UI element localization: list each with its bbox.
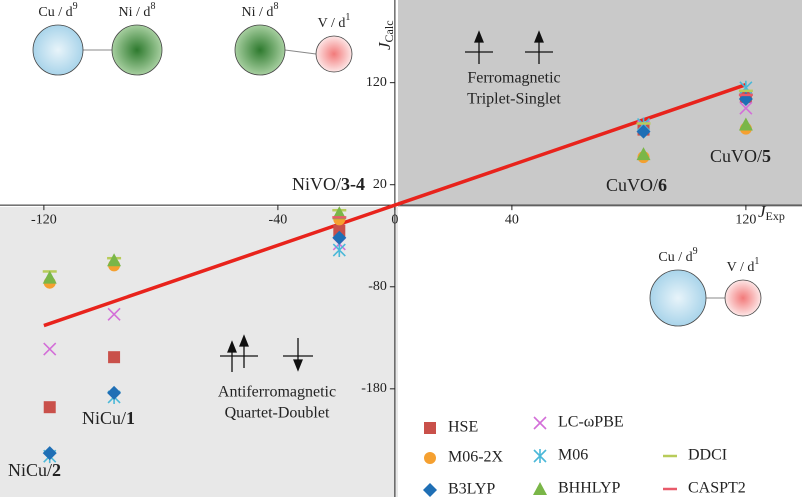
- region-label: Antiferromagnetic: [218, 384, 336, 401]
- legend-label: M06: [558, 447, 588, 464]
- orbital-element: Cu / d: [658, 250, 692, 265]
- region-label: Quartet-Doublet: [225, 405, 330, 422]
- x-tick-label: 40: [505, 212, 519, 227]
- orbital-element: V / d: [727, 260, 755, 275]
- compound-number: 2: [52, 460, 61, 480]
- marker-x: [534, 417, 546, 429]
- orbital-inset: Ni / d8 V / d1: [235, 1, 352, 75]
- orbital-label: V / d1: [727, 256, 760, 275]
- legend-label: M06-2X: [448, 449, 504, 466]
- marker-circle: [424, 452, 436, 464]
- orbital-label: V / d1: [318, 12, 351, 31]
- compound-label: NiCu/2: [8, 460, 61, 480]
- x-tick-label: 120: [735, 212, 756, 227]
- compound-label: CuVO/5: [710, 146, 771, 166]
- orbital: [725, 280, 761, 316]
- legend-label: B3LYP: [448, 481, 495, 497]
- legend-label: BHHLYP: [558, 480, 621, 497]
- orbital-electrons: 8: [273, 1, 278, 12]
- compound-number: 5: [762, 146, 771, 166]
- compound-label: NiVO/3-4: [292, 174, 365, 194]
- orbital-electrons: 9: [693, 246, 698, 257]
- compound-number: 6: [658, 175, 667, 195]
- compound-label: NiCu/1: [82, 408, 135, 428]
- orbital: [112, 25, 162, 75]
- x-tick-label: -40: [269, 212, 288, 227]
- legend-label: CASPT2: [688, 480, 746, 497]
- bond: [285, 50, 316, 54]
- compound-name: NiCu/: [82, 408, 126, 428]
- orbital-label: Ni / d8: [119, 1, 156, 20]
- orbital: [33, 25, 83, 75]
- orbital-label: Cu / d9: [38, 1, 77, 20]
- orbital-element: Ni / d: [119, 5, 151, 20]
- orbital-element: Cu / d: [38, 5, 72, 20]
- marker-square: [108, 351, 120, 363]
- legend-label: LC-ωPBE: [558, 414, 624, 431]
- y-tick-label: 120: [366, 75, 387, 90]
- compound-name: NiCu/: [8, 460, 52, 480]
- compound-name: NiVO/: [292, 174, 341, 194]
- y-tick-label: 20: [373, 177, 387, 192]
- marker-triangle: [533, 482, 547, 495]
- orbital-label: Ni / d8: [242, 1, 279, 20]
- region-label: Ferromagnetic: [467, 70, 560, 87]
- orbital-label: Cu / d9: [658, 246, 697, 265]
- y-tick-label: -180: [361, 381, 387, 396]
- compound-label: CuVO/6: [606, 175, 667, 195]
- legend-label: HSE: [448, 419, 478, 436]
- marker-square: [44, 401, 56, 413]
- compound-name: CuVO/: [606, 175, 658, 195]
- axis-subscript: Calc: [382, 20, 396, 42]
- orbital-electrons: 8: [150, 1, 155, 12]
- orbital-element: V / d: [318, 16, 346, 31]
- marker-star: [534, 449, 546, 463]
- compound-name: CuVO/: [710, 146, 762, 166]
- orbital-element: Ni / d: [242, 5, 274, 20]
- orbital-electrons: 1: [345, 12, 350, 23]
- orbital: [316, 36, 352, 72]
- y-tick-label: -80: [368, 279, 387, 294]
- x-tick-label: -120: [31, 212, 57, 227]
- chart: Cu / d9Ni / d8Ni / d8V / d1Cu / d9V / d1…: [0, 0, 802, 497]
- compound-number: 3-4: [341, 174, 365, 194]
- marker-square: [424, 422, 436, 434]
- orbital-electrons: 9: [73, 1, 78, 12]
- orbital-electrons: 1: [754, 256, 759, 267]
- region-label: Triplet-Singlet: [467, 91, 561, 108]
- y_label: JCalc: [375, 20, 396, 50]
- orbital: [235, 25, 285, 75]
- orbital-inset: Cu / d9 Ni / d8: [33, 1, 162, 75]
- compound-number: 1: [126, 408, 135, 428]
- axis-subscript: Exp: [766, 209, 785, 223]
- legend-label: DDCI: [688, 447, 727, 464]
- orbital-inset: Cu / d9 V / d1: [650, 246, 761, 326]
- orbital: [650, 270, 706, 326]
- marker-diamond: [423, 483, 437, 497]
- x-tick-label: 0: [391, 212, 398, 227]
